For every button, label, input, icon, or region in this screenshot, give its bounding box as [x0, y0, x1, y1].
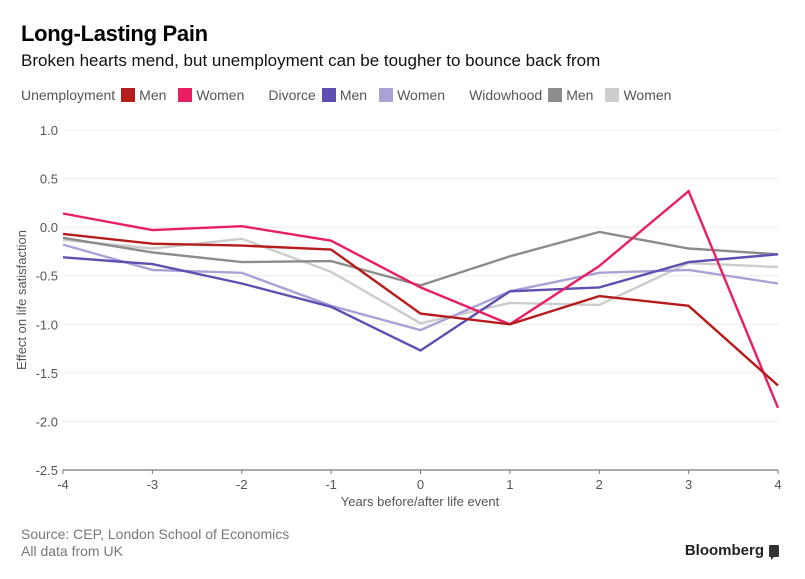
legend: Unemployment Men Women Divorce Men Women…	[21, 87, 683, 103]
y-tick-label: -1.5	[36, 366, 58, 381]
legend-swatch	[121, 88, 136, 102]
legend-group-unemployment: Unemployment	[21, 87, 116, 103]
brand: Bloomberg	[684, 542, 779, 560]
chart-subtitle: Broken hearts mend, but unemployment can…	[21, 51, 601, 70]
series-line-unemployment-women	[62, 189, 780, 409]
data-note: All data from UK	[21, 543, 123, 559]
y-tick-label: 0.0	[40, 220, 58, 235]
legend-item-widowhood-men: Men	[548, 87, 593, 103]
brand-name: Bloomberg	[684, 542, 764, 559]
legend-item-divorce-men: Men	[321, 87, 368, 103]
legend-swatch	[605, 88, 620, 102]
legend-item-unemployment-women: Women	[178, 87, 244, 103]
legend-item-label: Women	[623, 87, 672, 103]
y-tick-label: 0.5	[40, 172, 58, 187]
y-tick-label: 1.0	[40, 123, 58, 138]
legend-swatch	[321, 88, 336, 102]
x-tick-label: -4	[57, 477, 69, 492]
chart-title: Long-Lasting Pain	[21, 21, 208, 46]
y-tick-label: -2.0	[36, 414, 58, 429]
series-line-unemployment-men	[62, 232, 779, 387]
legend-item-label: Men	[139, 87, 167, 103]
x-tick-label: -2	[236, 477, 248, 492]
legend-item-unemployment-men: Men	[121, 87, 166, 103]
x-tick-label: 4	[774, 477, 781, 492]
y-axis-ticks: 1.0 0.5 0.0 -0.5 -1.0 -1.5 -2.0 -2.5	[36, 123, 58, 478]
x-axis-label: Years before/after life event	[341, 494, 500, 509]
y-tick-label: -0.5	[36, 269, 58, 284]
legend-swatch	[379, 88, 394, 102]
y-tick-label: -2.5	[36, 463, 58, 478]
bloomberg-logo-icon	[769, 544, 779, 560]
y-axis-label: Effect on life satisfaction	[14, 230, 29, 370]
series-line-widowhood-women	[62, 237, 779, 325]
legend-item-label: Men	[566, 87, 594, 103]
legend-group-widowhood: Widowhood	[469, 87, 543, 103]
source-note: Source: CEP, London School of Economics …	[21, 526, 289, 560]
source-text: Source: CEP, London School of Economics	[21, 526, 290, 542]
x-tick-label: -3	[147, 477, 159, 492]
series-line-widowhood-men	[62, 230, 779, 287]
series-lines	[62, 189, 780, 409]
legend-item-label: Men	[339, 87, 368, 103]
gridlines	[63, 129, 778, 422]
legend-swatch	[178, 88, 193, 102]
x-tick-label: -1	[325, 477, 337, 492]
legend-swatch	[548, 88, 563, 102]
y-tick-label: -1.0	[36, 317, 58, 332]
legend-item-divorce-women: Women	[379, 87, 445, 103]
x-axis: -4 -3 -2 -1 0 1 2 3 4	[57, 469, 782, 492]
legend-item-label: Women	[196, 87, 245, 103]
x-tick-label: 1	[506, 477, 513, 492]
series-line-divorce-men	[62, 253, 779, 352]
x-tick-label: 2	[596, 477, 603, 492]
legend-item-widowhood-women: Women	[605, 87, 671, 103]
legend-item-label: Women	[397, 87, 446, 103]
x-tick-label: 3	[685, 477, 692, 492]
x-tick-label: 0	[417, 477, 424, 492]
legend-group-divorce: Divorce	[268, 87, 316, 103]
